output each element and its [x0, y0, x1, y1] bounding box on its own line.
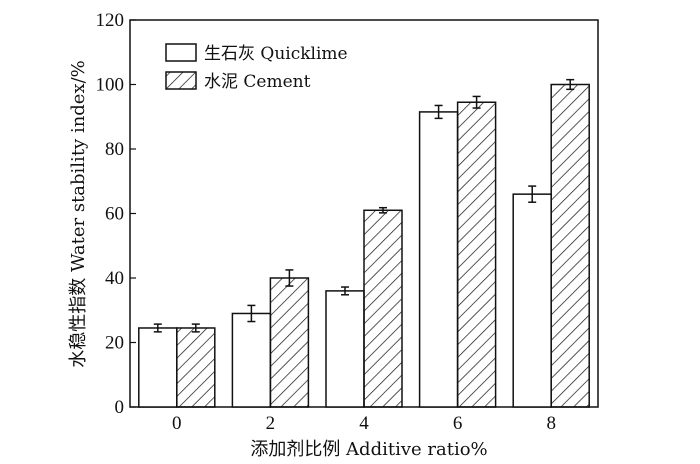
bar-cement	[550, 83, 590, 408]
x-axis-title: 添加剂比例 Additive ratio%	[250, 439, 487, 460]
y-tick-label: 40	[105, 268, 124, 289]
bar-cement	[176, 327, 216, 408]
y-axis-ticks: 0 20 40 60 80 100 120	[96, 10, 136, 418]
bar-cement	[269, 277, 310, 408]
legend-swatch-quicklime	[165, 43, 197, 62]
bars	[138, 83, 590, 408]
bar-cement	[363, 209, 403, 408]
legend-swatch-cement	[165, 71, 197, 90]
y-tick-label: 60	[105, 204, 124, 225]
y-tick-label: 20	[105, 333, 124, 354]
legend: 生石灰 Quicklime 水泥 Cement	[165, 43, 348, 92]
bar-quicklime	[325, 290, 365, 408]
x-tick-label: 2	[266, 413, 276, 434]
y-axis-title: 水稳性指数 Water stability index/%	[68, 60, 89, 368]
x-tick-label: 4	[359, 413, 369, 434]
bar-quicklime	[231, 312, 272, 408]
x-tick-label: 8	[546, 413, 556, 434]
bar-quicklime	[138, 327, 178, 408]
y-tick-label: 100	[96, 75, 125, 96]
x-tick-label: 0	[172, 413, 182, 434]
x-tick-label: 6	[453, 413, 463, 434]
legend-label-quicklime: 生石灰 Quicklime	[204, 44, 348, 64]
x-axis-ticks: 0 2 4 6 8	[172, 401, 556, 434]
y-tick-label: 0	[115, 397, 125, 418]
error-bars	[153, 78, 575, 333]
y-tick-label: 120	[96, 10, 125, 31]
bar-cement	[456, 101, 497, 408]
bar-quicklime	[418, 111, 459, 408]
legend-label-cement: 水泥 Cement	[204, 72, 311, 92]
bar-quicklime	[512, 193, 552, 408]
y-tick-label: 80	[105, 139, 124, 160]
